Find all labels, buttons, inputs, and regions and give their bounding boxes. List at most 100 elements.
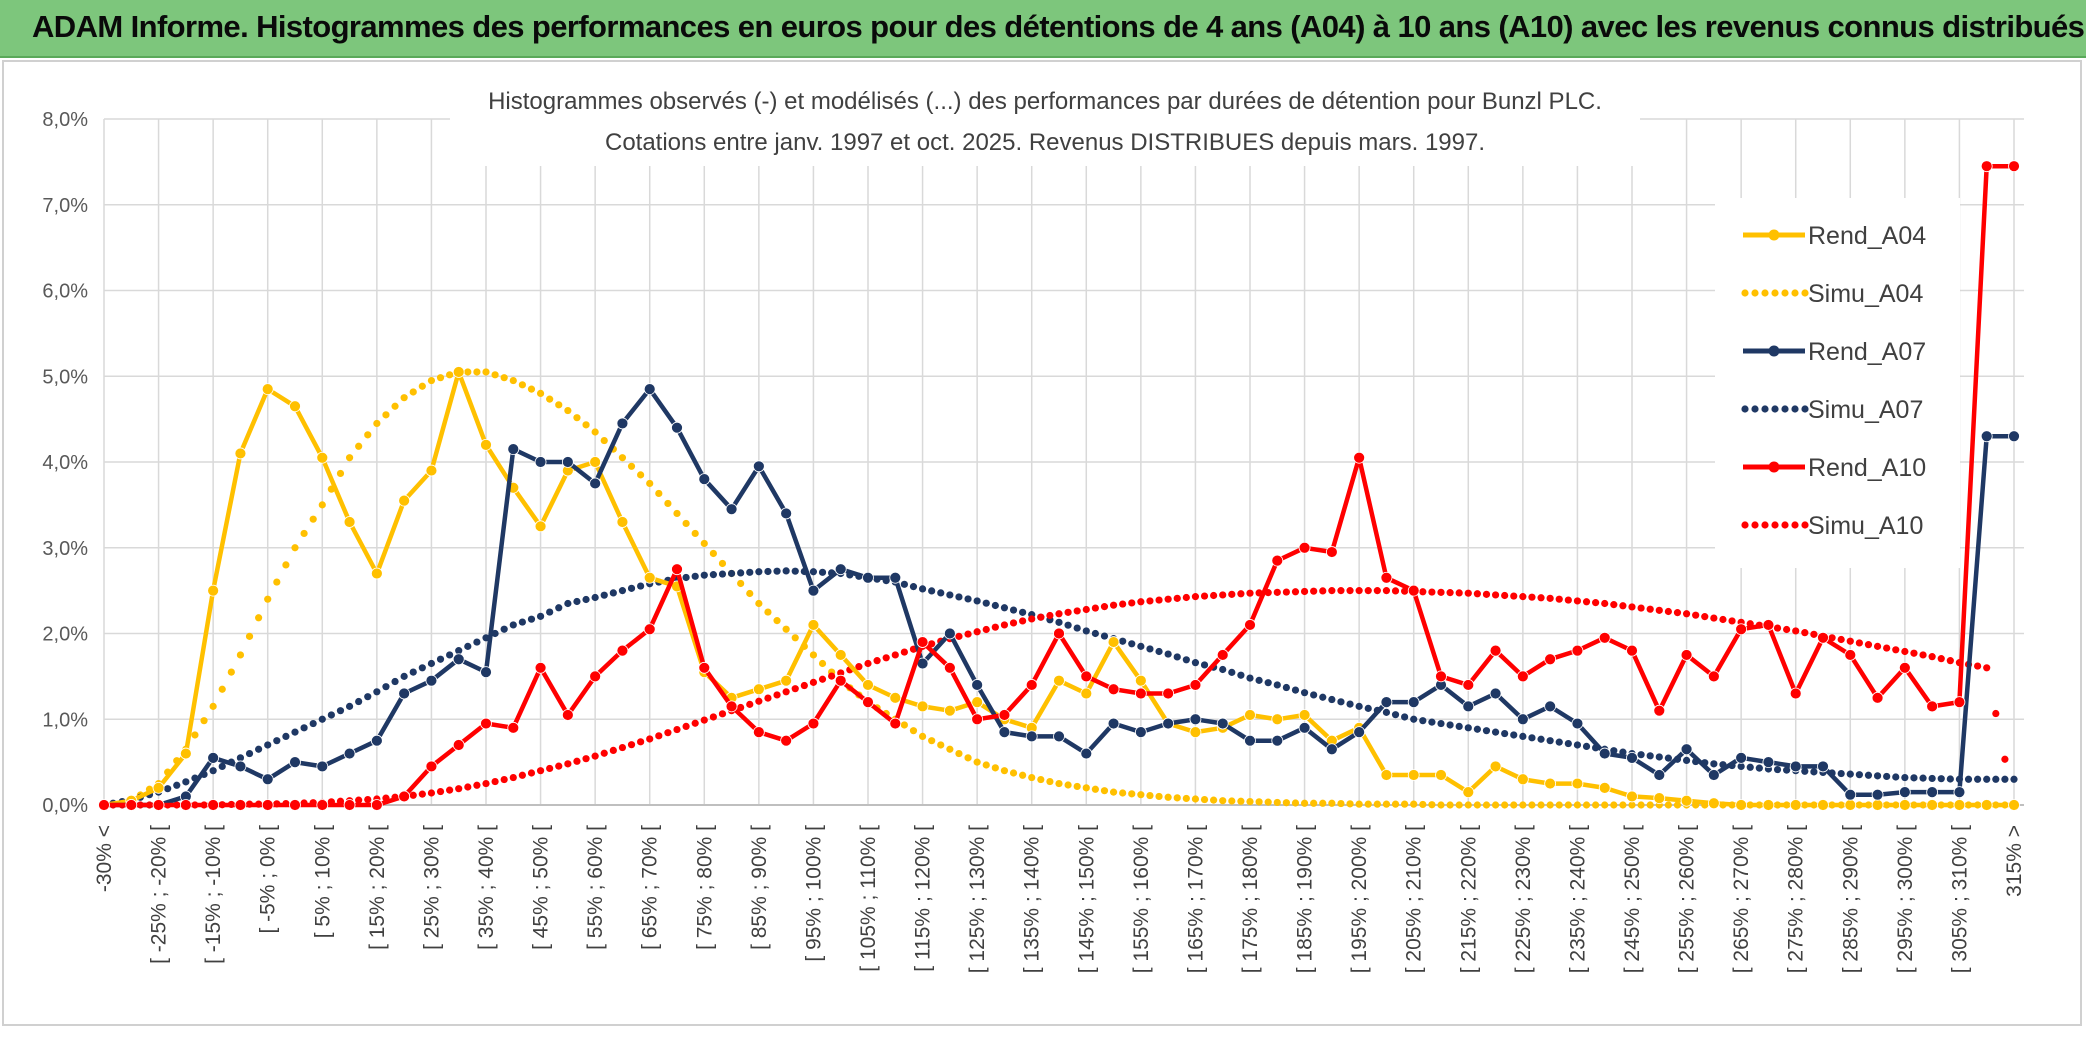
- data-point-Rend_A10: [125, 799, 138, 811]
- dot-Simu_A10: [709, 713, 717, 721]
- data-point-Rend_A07: [1025, 730, 1038, 743]
- data-point-Rend_A10: [1844, 649, 1857, 661]
- data-point-Rend_A10: [425, 760, 438, 773]
- dot-Simu_A10: [1391, 587, 1400, 595]
- legend-swatch-dot: [1761, 521, 1769, 529]
- data-point-Simu_A04: [1628, 801, 1636, 809]
- data-point-Rend_A10: [1544, 653, 1557, 666]
- data-point-Rend_A04: [971, 696, 984, 708]
- dot-Simu_A07: [273, 737, 281, 745]
- x-tick-label: [ 35% ; 40% [: [475, 825, 498, 950]
- data-point-Rend_A10: [780, 734, 793, 747]
- legend-swatch-dot: [1781, 289, 1789, 297]
- data-point-Simu_A10: [1792, 627, 1800, 635]
- data-point-Simu_A07: [236, 754, 245, 762]
- dot-Simu_A10: [1673, 609, 1682, 617]
- legend-swatch-dot: [1751, 521, 1759, 529]
- dot-Simu_A07: [1773, 765, 1782, 774]
- data-point-Simu_A04: [646, 479, 654, 488]
- data-point-Rend_A07: [1216, 717, 1229, 730]
- data-point-Simu_A07: [536, 612, 545, 620]
- data-point-Rend_A07: [343, 747, 356, 760]
- data-point-Rend_A04: [316, 451, 329, 464]
- dot-Simu_A04: [928, 737, 936, 745]
- dot-Simu_A10: [1701, 613, 1709, 621]
- data-point-Rend_A10: [1107, 683, 1120, 696]
- dot-Simu_A07: [1310, 691, 1318, 699]
- chart-title: Histogrammes observés (-) et modélisés (…: [488, 88, 1602, 115]
- data-point-Simu_A10: [755, 697, 763, 705]
- data-point-Rend_A04: [1271, 713, 1284, 726]
- data-point-Rend_A04: [889, 691, 902, 704]
- y-tick-label: 0,0%: [42, 795, 88, 817]
- data-point-Rend_A07: [889, 571, 902, 584]
- data-point-Simu_A07: [400, 672, 408, 680]
- dot-Simu_A07: [1346, 700, 1354, 708]
- dot-Simu_A07: [409, 668, 417, 676]
- data-point-Rend_A10: [98, 799, 110, 811]
- data-point-Simu_A07: [1082, 627, 1090, 635]
- data-point-Simu_A10: [1191, 593, 1200, 601]
- data-point-Rend_A10: [1244, 619, 1256, 631]
- dot-Simu_A07: [1537, 735, 1545, 743]
- data-point-Rend_A07: [671, 421, 683, 434]
- dot-Simu_A10: [573, 757, 581, 765]
- dot-Simu_A10: [2001, 755, 2009, 763]
- dot-Simu_A07: [1391, 711, 1400, 719]
- dot-Simu_A07: [1837, 769, 1845, 778]
- dot-Simu_A10: [1128, 599, 1136, 607]
- dot-Simu_A10: [1455, 589, 1463, 597]
- data-point-Rend_A10: [1898, 661, 1911, 674]
- data-point-Simu_A04: [1519, 801, 1527, 809]
- dot-Simu_A04: [300, 529, 308, 538]
- dot-Simu_A04: [582, 421, 590, 429]
- dot-Simu_A07: [573, 597, 581, 606]
- dot-Simu_A07: [300, 724, 308, 732]
- dot-Simu_A07: [1228, 668, 1236, 676]
- dot-Simu_A04: [1473, 801, 1481, 809]
- data-point-Simu_A10: [837, 669, 845, 677]
- data-point-Simu_A10: [646, 735, 654, 743]
- x-tick-label: [ 185% ; 190% [: [1294, 825, 1317, 973]
- data-point-Rend_A07: [1598, 747, 1611, 760]
- dot-Simu_A10: [1592, 599, 1600, 607]
- dot-Simu_A10: [1619, 602, 1627, 610]
- dot-Simu_A07: [1755, 764, 1763, 772]
- data-point-Simu_A07: [1246, 674, 1254, 682]
- dot-Simu_A10: [1937, 655, 1945, 663]
- data-point-Rend_A07: [1626, 751, 1638, 764]
- data-point-Simu_A10: [673, 725, 681, 734]
- x-tick-label: [ 245% ; 250% [: [1621, 825, 1644, 973]
- data-point-Rend_A10: [1325, 546, 1338, 558]
- dot-Simu_A04: [600, 436, 608, 445]
- data-point-Simu_A10: [782, 688, 790, 696]
- dot-Simu_A07: [1419, 717, 1427, 725]
- data-point-Simu_A04: [782, 625, 790, 633]
- data-point-Rend_A10: [1516, 670, 1529, 683]
- y-tick-label: 1,0%: [42, 709, 88, 731]
- dot-Simu_A10: [1146, 597, 1154, 605]
- x-tick-label: [ 285% ; 290% [: [1839, 825, 1862, 973]
- data-point-Rend_A04: [1053, 674, 1065, 687]
- dot-Simu_A04: [964, 754, 972, 762]
- data-point-Simu_A04: [1328, 799, 1336, 807]
- dot-Simu_A07: [1482, 727, 1491, 735]
- dot-Simu_A04: [1255, 798, 1263, 806]
- dot-Simu_A10: [1564, 596, 1572, 604]
- dot-Simu_A04: [1128, 790, 1136, 798]
- header-banner: ADAM Informe. Histogrammes des performan…: [0, 0, 2086, 58]
- data-point-Rend_A04: [1134, 674, 1147, 687]
- y-tick-label: 2,0%: [42, 624, 88, 646]
- data-point-Simu_A07: [318, 715, 326, 723]
- dot-Simu_A10: [928, 640, 936, 648]
- dot-Simu_A04: [1428, 801, 1436, 809]
- dot-Simu_A07: [1455, 722, 1463, 730]
- data-point-Simu_A04: [400, 394, 408, 402]
- data-point-Rend_A07: [834, 563, 847, 576]
- data-point-Simu_A10: [1601, 599, 1609, 608]
- dot-Simu_A04: [1419, 800, 1427, 809]
- dot-Simu_A04: [1510, 801, 1518, 809]
- dot-Simu_A04: [627, 462, 636, 470]
- dot-Simu_A10: [364, 795, 372, 804]
- data-point-Rend_A04: [1871, 799, 1884, 811]
